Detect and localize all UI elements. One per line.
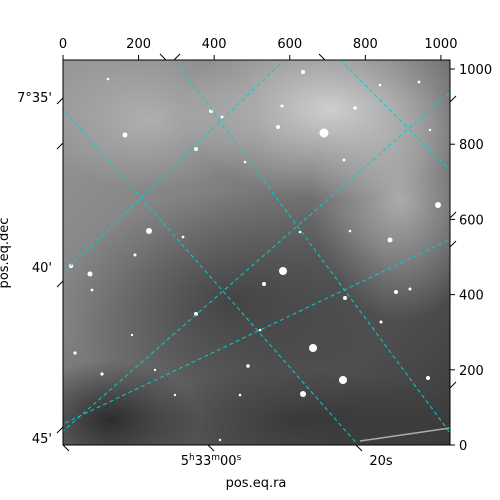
right-world-ticks — [449, 95, 457, 389]
star — [146, 228, 152, 234]
star — [417, 80, 421, 84]
y-axis-title: pos.eq.dec — [0, 218, 12, 289]
star — [87, 271, 93, 277]
star — [262, 282, 266, 286]
sky-image — [63, 60, 450, 445]
dec-tick-labels: 7°35' 40' 45' — [17, 91, 52, 447]
star — [90, 288, 94, 292]
star — [220, 115, 224, 119]
right-axis-tick-label: 0 — [459, 439, 467, 454]
coordinate-grid — [63, 60, 450, 445]
right-axis-tick-label: 800 — [459, 138, 484, 153]
star — [181, 235, 185, 239]
star — [428, 128, 432, 132]
star — [68, 263, 74, 269]
top-world-ticks — [159, 53, 326, 61]
ra-grid-line — [174, 60, 450, 434]
right-axis-tick-label: 1000 — [459, 63, 492, 78]
star — [435, 202, 441, 208]
star — [133, 253, 137, 257]
star — [106, 77, 110, 81]
right-axis-tick-label: 200 — [459, 364, 484, 379]
star — [387, 237, 393, 243]
star — [73, 351, 77, 355]
right-pixel-axis: 0 200 400 600 800 1000 — [450, 63, 492, 454]
ra-tick-label: 20s — [369, 454, 393, 469]
star — [378, 83, 382, 87]
star — [238, 393, 242, 397]
top-axis-tick-label: 1000 — [424, 37, 457, 52]
star — [343, 296, 347, 300]
right-axis-tick-label: 600 — [459, 213, 484, 228]
star — [300, 391, 306, 397]
ra-tick-labels: 5h33m00s 20s — [181, 453, 393, 469]
right-axis-tick-label: 400 — [459, 289, 484, 304]
top-axis-tick-label: 800 — [353, 37, 378, 52]
star — [122, 132, 128, 138]
star — [130, 333, 134, 337]
dec-tick-label: 7°35' — [17, 91, 52, 106]
star — [339, 376, 347, 384]
star — [394, 290, 398, 294]
star — [301, 70, 305, 74]
star — [279, 267, 287, 275]
star — [298, 230, 302, 234]
star — [218, 438, 222, 442]
star — [258, 328, 262, 332]
star — [309, 344, 317, 352]
star — [243, 160, 247, 164]
star — [348, 229, 352, 233]
top-axis-tick-label: 400 — [202, 37, 227, 52]
ra-tick-label: 5h33m00s — [181, 453, 242, 469]
star — [353, 106, 357, 110]
top-pixel-axis: 0 200 400 600 800 1000 — [59, 37, 457, 60]
star — [319, 128, 329, 138]
x-axis-title: pos.eq.ra — [226, 476, 287, 491]
top-axis-tick-label: 600 — [277, 37, 302, 52]
dec-tick-label: 45' — [32, 432, 52, 447]
star — [379, 320, 383, 324]
plot-frame — [62, 59, 451, 446]
star — [408, 287, 412, 291]
dec-grid-line — [63, 238, 450, 425]
star — [173, 393, 177, 397]
dec-tick-label: 40' — [32, 261, 52, 276]
star — [280, 104, 284, 108]
top-axis-tick-label: 0 — [59, 37, 67, 52]
star — [246, 364, 250, 368]
star — [342, 158, 346, 162]
star — [194, 147, 198, 151]
ra-grid-line — [339, 60, 450, 171]
left-world-axis — [56, 97, 64, 434]
star — [100, 372, 104, 376]
star — [426, 376, 430, 380]
star — [153, 368, 157, 372]
star — [276, 125, 280, 129]
top-axis-tick-label: 200 — [126, 37, 151, 52]
bottom-world-axis — [62, 444, 363, 452]
